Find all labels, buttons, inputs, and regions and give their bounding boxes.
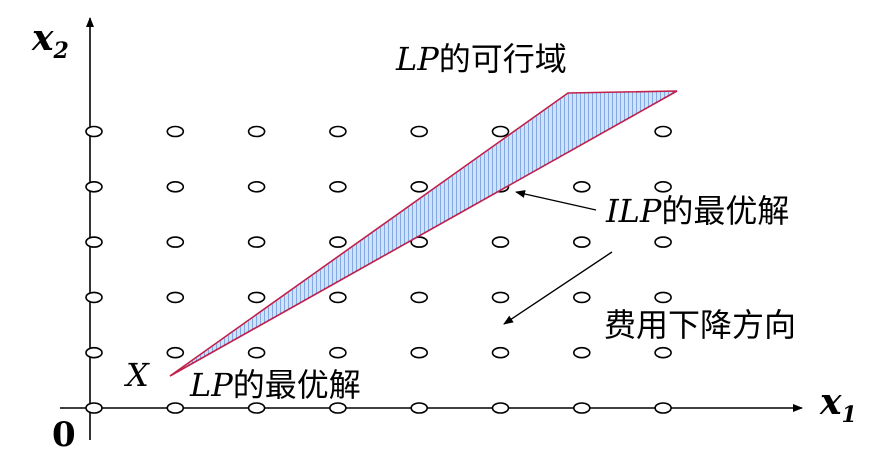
lattice-point <box>247 291 266 304</box>
origin-label: 0 <box>52 415 76 454</box>
lattice-point <box>491 125 510 138</box>
lattice-point <box>654 125 672 138</box>
lattice-point <box>491 236 510 248</box>
integer-lattice <box>85 125 672 414</box>
lattice-point <box>166 291 185 304</box>
lattice-point <box>572 291 591 304</box>
lattice-point <box>85 291 103 304</box>
lattice-point <box>85 125 103 138</box>
lattice-point <box>247 125 266 138</box>
lattice-point <box>329 291 347 304</box>
lattice-point <box>572 346 591 359</box>
lattice-point <box>166 181 185 193</box>
lattice-point <box>329 181 347 193</box>
lattice-point <box>410 291 429 304</box>
x2-axis-label: x2 <box>31 17 69 64</box>
feasible-region-label: LP的可行域 <box>395 40 567 78</box>
lattice-point <box>491 346 510 359</box>
lattice-point <box>85 236 103 248</box>
lp-optimum-point-label: X <box>123 356 150 394</box>
lattice-point <box>654 181 672 193</box>
cost-direction-label: 费用下降方向 <box>604 306 796 344</box>
ilp-optimum-label: ILP的最优解 <box>605 192 789 230</box>
lattice-point <box>85 346 103 359</box>
lp-feasible-region <box>169 90 678 377</box>
lattice-point <box>654 236 672 248</box>
lattice-point <box>85 402 103 414</box>
lattice-point <box>410 181 429 193</box>
lattice-point <box>329 236 347 248</box>
lattice-point <box>166 346 185 359</box>
x1-axis-label: x1 <box>819 381 857 428</box>
lattice-point <box>491 402 510 414</box>
lattice-point <box>329 346 347 359</box>
lattice-point <box>572 236 591 248</box>
lattice-point <box>410 402 429 414</box>
lattice-point <box>247 402 266 414</box>
lattice-point <box>572 181 591 193</box>
lattice-point <box>166 236 185 248</box>
lp-optimum-label: LP的最优解 <box>189 366 361 404</box>
lattice-point <box>166 125 185 138</box>
lattice-point <box>410 346 429 359</box>
lattice-point <box>247 181 266 193</box>
lattice-point <box>166 402 185 414</box>
lattice-point <box>410 125 429 138</box>
lattice-point <box>247 346 266 359</box>
lattice-point <box>329 125 347 138</box>
lattice-point <box>85 181 103 193</box>
lattice-point <box>410 236 429 248</box>
ilp-optimum-arrow <box>515 190 597 211</box>
lattice-point <box>654 346 672 359</box>
lattice-point <box>329 402 347 414</box>
lattice-point <box>654 402 672 414</box>
lattice-point <box>491 291 510 304</box>
cost-direction-arrow <box>503 251 613 325</box>
lattice-point <box>654 291 672 304</box>
lattice-point <box>247 236 266 248</box>
lattice-point <box>572 402 591 414</box>
